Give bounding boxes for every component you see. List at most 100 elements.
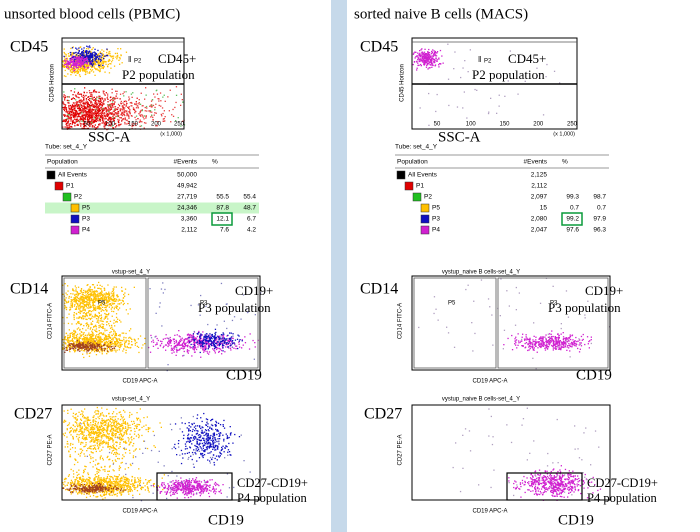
event-dot	[85, 297, 87, 300]
event-dot	[101, 353, 103, 355]
event-dot	[100, 291, 102, 294]
event-dot	[102, 116, 104, 118]
event-dot	[144, 115, 146, 117]
event-dot	[88, 305, 90, 307]
event-dot	[225, 303, 227, 305]
event-dot	[113, 110, 115, 112]
event-dot	[119, 319, 121, 321]
event-dot	[108, 337, 111, 339]
event-dot	[232, 333, 234, 335]
event-dot	[90, 424, 92, 426]
event-dot	[126, 112, 128, 114]
event-dot	[93, 89, 95, 92]
event-dot	[106, 114, 108, 116]
event-dot	[190, 338, 192, 340]
event-dot	[63, 114, 65, 116]
event-dot	[78, 55, 80, 57]
event-dot	[85, 290, 87, 292]
event-dot	[120, 302, 122, 304]
event-dot	[73, 67, 75, 69]
event-dot	[117, 318, 119, 320]
event-dot	[102, 110, 104, 112]
event-dot	[90, 322, 92, 324]
event-dot	[113, 308, 115, 310]
event-dot	[89, 63, 91, 65]
event-dot	[73, 52, 75, 54]
event-dot	[114, 335, 116, 337]
event-dot	[90, 340, 92, 342]
event-dot	[77, 124, 79, 126]
event-dot	[107, 338, 109, 340]
event-dot	[222, 350, 224, 352]
event-dot	[113, 336, 116, 338]
event-dot	[99, 342, 101, 344]
event-dot	[111, 88, 113, 90]
event-dot	[71, 72, 73, 74]
event-dot	[108, 125, 110, 127]
event-dot	[101, 442, 103, 444]
event-dot	[95, 294, 97, 296]
event-dot	[89, 116, 91, 119]
event-dot	[90, 310, 93, 313]
event-dot	[73, 62, 75, 64]
event-dot	[90, 109, 93, 111]
event-dot	[95, 61, 97, 63]
event-dot	[110, 343, 112, 345]
event-dot	[74, 109, 77, 111]
event-dot	[89, 62, 91, 64]
x-unit: (x 1,000)	[160, 131, 182, 137]
event-dot	[73, 329, 75, 332]
event-dot	[123, 95, 125, 97]
event-dot	[87, 102, 89, 104]
event-dot	[125, 332, 127, 335]
event-dot	[162, 118, 164, 120]
event-dot	[64, 432, 66, 434]
event-dot	[96, 118, 98, 120]
event-dot	[69, 59, 72, 62]
event-dot	[112, 110, 114, 113]
event-dot	[81, 426, 83, 428]
event-dot	[83, 122, 85, 124]
event-dot	[64, 66, 66, 68]
event-dot	[99, 120, 101, 122]
event-dot	[76, 343, 78, 346]
event-dot	[75, 60, 77, 62]
event-dot	[104, 127, 106, 129]
event-dot	[110, 308, 112, 310]
event-dot	[95, 53, 97, 55]
event-dot	[78, 109, 81, 111]
event-dot	[95, 299, 97, 301]
event-dot	[112, 429, 114, 432]
event-dot	[77, 107, 79, 110]
event-dot	[94, 52, 96, 55]
gate-swatch	[70, 225, 80, 235]
event-dot	[74, 345, 76, 347]
event-dot	[68, 111, 71, 113]
event-dot	[69, 340, 71, 342]
event-dot	[79, 64, 81, 66]
event-dot	[83, 340, 85, 343]
event-dot	[220, 349, 223, 352]
event-dot	[92, 420, 94, 422]
event-dot	[104, 297, 106, 299]
event-dot	[94, 120, 96, 122]
event-dot	[62, 102, 64, 105]
event-dot	[107, 351, 110, 353]
event-dot	[75, 63, 77, 65]
event-dot	[82, 124, 85, 126]
event-dot	[179, 344, 182, 346]
event-dot	[91, 323, 93, 325]
event-dot	[85, 107, 88, 109]
event-dot	[123, 108, 125, 111]
event-dot	[86, 337, 88, 339]
event-dot	[93, 126, 95, 128]
event-dot	[83, 47, 85, 49]
event-dot	[73, 65, 75, 67]
event-dot	[92, 116, 94, 118]
event-dot	[172, 338, 174, 340]
event-dot	[83, 421, 85, 423]
event-dot	[99, 318, 102, 320]
event-dot	[143, 118, 145, 120]
event-dot	[83, 109, 85, 111]
event-dot	[98, 62, 100, 64]
